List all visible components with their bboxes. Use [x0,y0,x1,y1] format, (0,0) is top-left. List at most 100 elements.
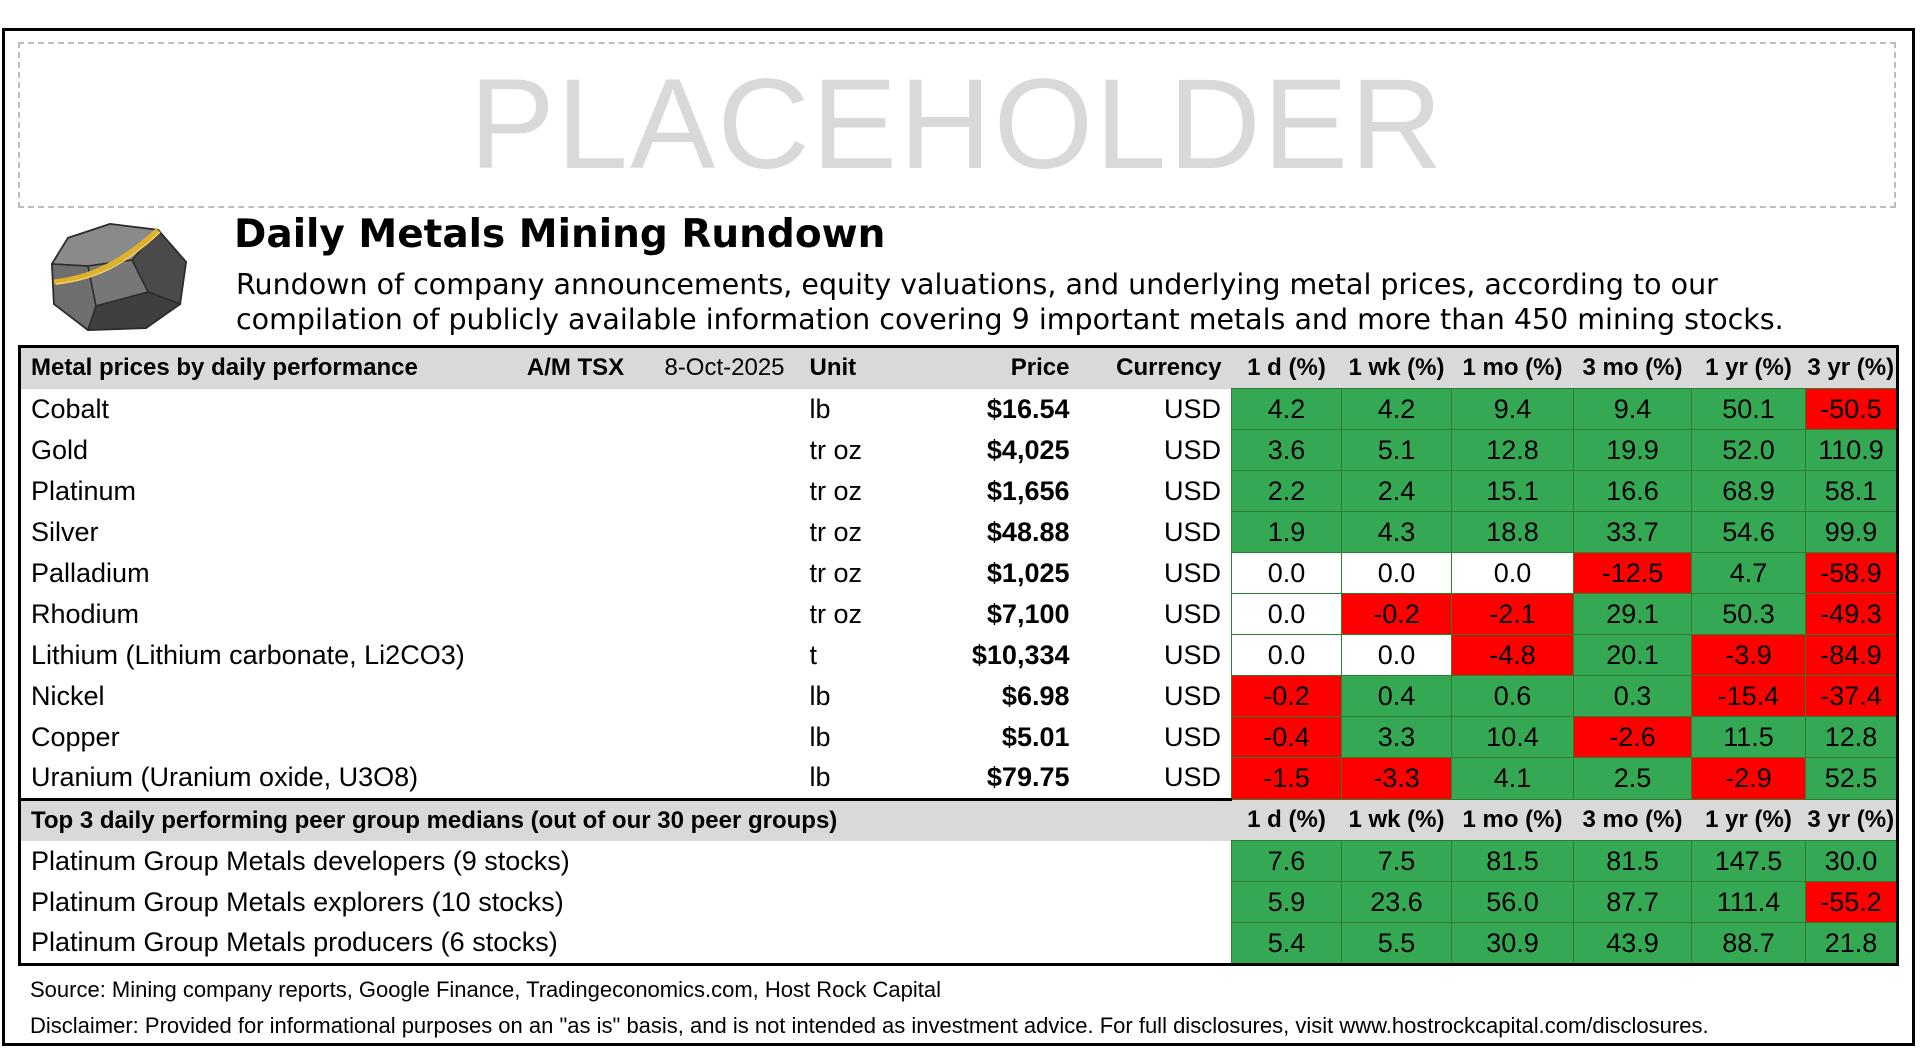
metal-row: Rhodium tr oz $7,100 USD 0.0 -0.2 -2.1 29.1 50.3… [20,593,1898,635]
metal-currency: USD [1163,598,1221,629]
metals-table: Metal prices by daily performance A/M TSX… [18,345,1899,966]
change-cell: 11.5 [1691,716,1806,758]
peer-group-name: Platinum Group Metals explorers (10 stoc… [31,886,564,917]
change-cell: -0.4 [1231,716,1342,758]
peer-group-name: Platinum Group Metals producers (6 stock… [31,927,558,958]
change-cell: 43.9 [1573,922,1692,965]
source-note: Source: Mining company reports, Google F… [30,977,941,1002]
subtitle-line-2: compilation of publicly available inform… [236,303,1784,336]
change-cell: -84.9 [1805,634,1898,676]
change-cell: 5.4 [1231,922,1342,965]
disclaimer-note: Disclaimer: Provided for informational p… [30,1013,1709,1038]
change-cell: 4.1 [1451,757,1574,800]
report-title: Daily Metals Mining Rundown [234,212,886,257]
metal-unit: tr oz [809,516,863,547]
change-cell: 4.2 [1341,388,1452,430]
change-cell: 68.9 [1691,470,1806,512]
metal-price: $16.54 [986,393,1070,424]
change-cell: 52.0 [1691,429,1806,471]
metal-price: $4,025 [986,434,1070,465]
subtitle-line-1: Rundown of company announcements, equity… [236,268,1718,301]
change-cell: 19.9 [1573,429,1692,471]
metal-unit: lb [809,762,831,792]
change-cell: 7.6 [1231,840,1342,882]
footer: Source: Mining company reports, Google F… [18,970,1896,1041]
metal-currency: USD [1163,393,1221,424]
change-cell: 10.4 [1451,716,1574,758]
change-cell: -49.3 [1805,593,1898,635]
change-cell: 18.8 [1451,511,1574,553]
change-cell: 5.9 [1231,881,1342,923]
period-header: 1 d (%) [1231,346,1342,389]
change-cell: 1.9 [1231,511,1342,553]
session-label: A/M TSX [501,346,650,389]
change-cell: 21.8 [1805,922,1898,965]
date-label: 8-Oct-2025 [649,346,800,389]
metal-row: Silver tr oz $48.88 USD 1.9 4.3 18.8 33.7 54.6 99… [20,511,1898,553]
change-cell: 58.1 [1805,470,1898,512]
change-cell: 87.7 [1573,881,1692,923]
peer-header-label: Top 3 daily performing peer group median… [19,797,1232,841]
change-cell: -15.4 [1691,675,1806,717]
period-header: 3 yr (%) [1805,799,1898,841]
change-cell: 0.0 [1451,552,1574,594]
change-cell: 33.7 [1573,511,1692,553]
metal-row: Gold tr oz $4,025 USD 3.6 5.1 12.8 19.9 52.0 110.… [20,429,1898,471]
metal-price: $1,025 [986,557,1070,588]
period-header: 1 yr (%) [1691,346,1806,389]
metal-name: Nickel [31,680,105,711]
metal-name: Silver [31,516,99,547]
metal-row: Palladium tr oz $1,025 USD 0.0 0.0 0.0 -12.5 4.7… [20,552,1898,594]
report-subtitle: Rundown of company announcements, equity… [236,267,1876,337]
change-cell: 81.5 [1451,840,1574,882]
period-header: 3 yr (%) [1805,346,1898,389]
peer-header-row: Top 3 daily performing peer group median… [19,797,1898,841]
change-cell: -2.1 [1451,593,1574,635]
change-cell: -0.2 [1341,593,1452,635]
change-cell: 12.8 [1451,429,1574,471]
change-cell: -2.9 [1691,757,1806,800]
metals-header-label: Metal prices by daily performance [19,346,502,389]
change-cell: 0.0 [1231,593,1342,635]
change-cell: 50.1 [1691,388,1806,430]
metals-header-row: Metal prices by daily performance A/M TSX… [19,346,1898,389]
metal-unit: lb [809,721,831,752]
change-cell: -50.5 [1805,388,1898,430]
metal-currency: USD [1163,639,1221,670]
change-cell: 23.6 [1341,881,1452,923]
change-cell: 4.3 [1341,511,1452,553]
rock-logo-icon [50,222,188,332]
banner-placeholder: PLACEHOLDER [18,42,1896,208]
change-cell: 52.5 [1805,757,1898,800]
period-header: 1 wk (%) [1341,346,1452,389]
metal-name: Uranium (Uranium oxide, U3O8) [31,762,419,792]
metal-name: Copper [31,721,120,752]
change-cell: 110.9 [1805,429,1898,471]
change-cell: 9.4 [1451,388,1574,430]
metal-unit: lb [809,680,831,711]
metal-row: Lithium (Lithium carbonate, Li2CO3) t $10,… [20,634,1898,676]
change-cell: -2.6 [1573,716,1692,758]
metal-name: Lithium (Lithium carbonate, Li2CO3) [31,639,465,670]
peer-group-row: Platinum Group Metals developers (9 stoc… [20,840,1898,882]
metal-row: Nickel lb $6.98 USD -0.2 0.4 0.6 0.3 -15.4 -37.4 [20,675,1898,717]
change-cell: 7.5 [1341,840,1452,882]
metal-price: $1,656 [986,475,1070,506]
change-cell: 54.6 [1691,511,1806,553]
change-cell: -58.9 [1805,552,1898,594]
period-header: 1 wk (%) [1341,799,1452,841]
metal-currency: USD [1163,434,1221,465]
change-cell: 29.1 [1573,593,1692,635]
metal-price: $48.88 [986,516,1070,547]
metal-currency: USD [1163,762,1221,792]
change-cell: 5.5 [1341,922,1452,965]
change-cell: 9.4 [1573,388,1692,430]
metal-row: Uranium (Uranium oxide, U3O8) lb $79.75 USD… [20,757,1898,800]
change-cell: 16.6 [1573,470,1692,512]
change-cell: -1.5 [1231,757,1342,800]
metal-currency: USD [1163,475,1221,506]
change-cell: 4.7 [1691,552,1806,594]
metal-unit: t [809,639,818,670]
change-cell: 30.0 [1805,840,1898,882]
period-header: 3 mo (%) [1573,799,1692,841]
